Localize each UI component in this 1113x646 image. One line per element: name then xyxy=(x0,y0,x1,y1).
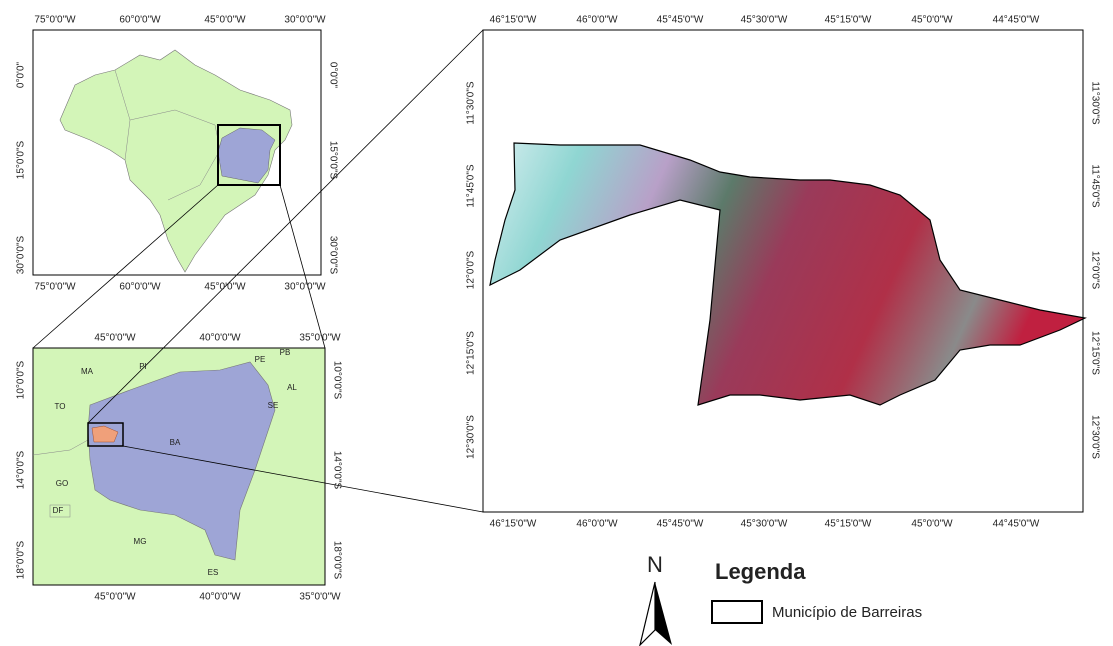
lon-label: 46°0'0"W xyxy=(576,519,618,530)
lon-label: 40°0'0"W xyxy=(199,333,241,344)
lat-label: 12°0'0"S xyxy=(466,250,477,289)
lat-label: 0°0'0" xyxy=(16,61,27,88)
lon-label: 46°15'0"W xyxy=(490,519,537,530)
lon-label: 45°0'0"W xyxy=(94,333,136,344)
state-label: MA xyxy=(81,367,94,376)
lat-label: 12°30'0"S xyxy=(1089,415,1100,459)
lon-label: 75°0'0"W xyxy=(34,15,76,26)
lat-label: 12°15'0"S xyxy=(466,331,477,375)
lon-label: 35°0'0"W xyxy=(299,333,341,344)
lon-label: 60°0'0"W xyxy=(119,15,161,26)
lon-label: 46°0'0"W xyxy=(576,15,618,26)
lat-label: 30°0'0"S xyxy=(327,236,338,275)
arrow-half xyxy=(655,582,672,645)
barreiras-map xyxy=(483,30,1085,512)
lat-label: 15°0'0"S xyxy=(327,141,338,180)
lon-label: 45°0'0"W xyxy=(911,519,953,530)
north-label: N xyxy=(647,552,663,577)
lat-label: 12°0'0"S xyxy=(1089,251,1100,290)
legend-swatch xyxy=(712,601,762,623)
state-label: AL xyxy=(287,383,297,392)
legend-item: Município de Barreiras xyxy=(772,604,922,621)
state-label: BA xyxy=(170,438,181,447)
state-label: DF xyxy=(53,506,64,515)
north-arrow: N xyxy=(640,552,672,645)
lon-label: 30°0'0"W xyxy=(284,282,326,293)
state-label: PI xyxy=(139,362,147,371)
lon-label: 46°15'0"W xyxy=(490,15,537,26)
lat-label: 18°0'0"S xyxy=(16,540,27,579)
lon-label: 75°0'0"W xyxy=(34,282,76,293)
lat-label: 15°0'0"S xyxy=(16,140,27,179)
lat-label: 11°30'0"S xyxy=(1089,81,1100,125)
legend: Legenda Município de Barreiras xyxy=(712,559,922,623)
lon-label: 45°0'0"W xyxy=(204,282,246,293)
lon-label: 35°0'0"W xyxy=(299,592,341,603)
map-figure: N Legenda Município de Barreiras 75°0'0"… xyxy=(0,0,1113,646)
state-label: TO xyxy=(55,402,66,411)
brazil-map xyxy=(33,30,321,275)
lon-label: 45°0'0"W xyxy=(94,592,136,603)
lon-label: 45°15'0"W xyxy=(825,519,872,530)
lon-label: 45°30'0"W xyxy=(741,15,788,26)
lat-label: 12°15'0"S xyxy=(1089,331,1100,375)
lon-label: 45°0'0"W xyxy=(911,15,953,26)
lat-label: 18°0'0"S xyxy=(331,541,342,580)
lat-label: 11°45'0"S xyxy=(466,164,477,208)
lon-label: 45°0'0"W xyxy=(204,15,246,26)
state-label: ES xyxy=(208,568,219,577)
lon-label: 44°45'0"W xyxy=(993,519,1040,530)
lon-label: 44°45'0"W xyxy=(993,15,1040,26)
lon-label: 60°0'0"W xyxy=(119,282,161,293)
lon-label: 40°0'0"W xyxy=(199,592,241,603)
lat-label: 14°0'0"S xyxy=(331,451,342,490)
state-label: MG xyxy=(134,537,147,546)
state-label: GO xyxy=(56,479,68,488)
bahia-map xyxy=(33,348,325,585)
lat-label: 30°0'0"S xyxy=(16,235,27,274)
lat-label: 10°0'0"S xyxy=(331,361,342,400)
lat-label: 14°0'0"S xyxy=(16,450,27,489)
lon-label: 45°30'0"W xyxy=(741,519,788,530)
lon-label: 45°45'0"W xyxy=(657,15,704,26)
lon-label: 30°0'0"W xyxy=(284,15,326,26)
arrow-half xyxy=(640,582,655,645)
lon-label: 45°15'0"W xyxy=(825,15,872,26)
lat-label: 11°45'0"S xyxy=(1089,164,1100,208)
lat-label: 0°0'0" xyxy=(327,62,338,89)
lat-label: 10°0'0"S xyxy=(16,360,27,399)
state-label: PE xyxy=(255,355,266,364)
legend-title: Legenda xyxy=(715,559,806,584)
lat-label: 11°30'0"S xyxy=(466,81,477,125)
state-label: PB xyxy=(280,348,291,357)
state-label: SE xyxy=(268,401,279,410)
lon-label: 45°45'0"W xyxy=(657,519,704,530)
lat-label: 12°30'0"S xyxy=(466,415,477,459)
